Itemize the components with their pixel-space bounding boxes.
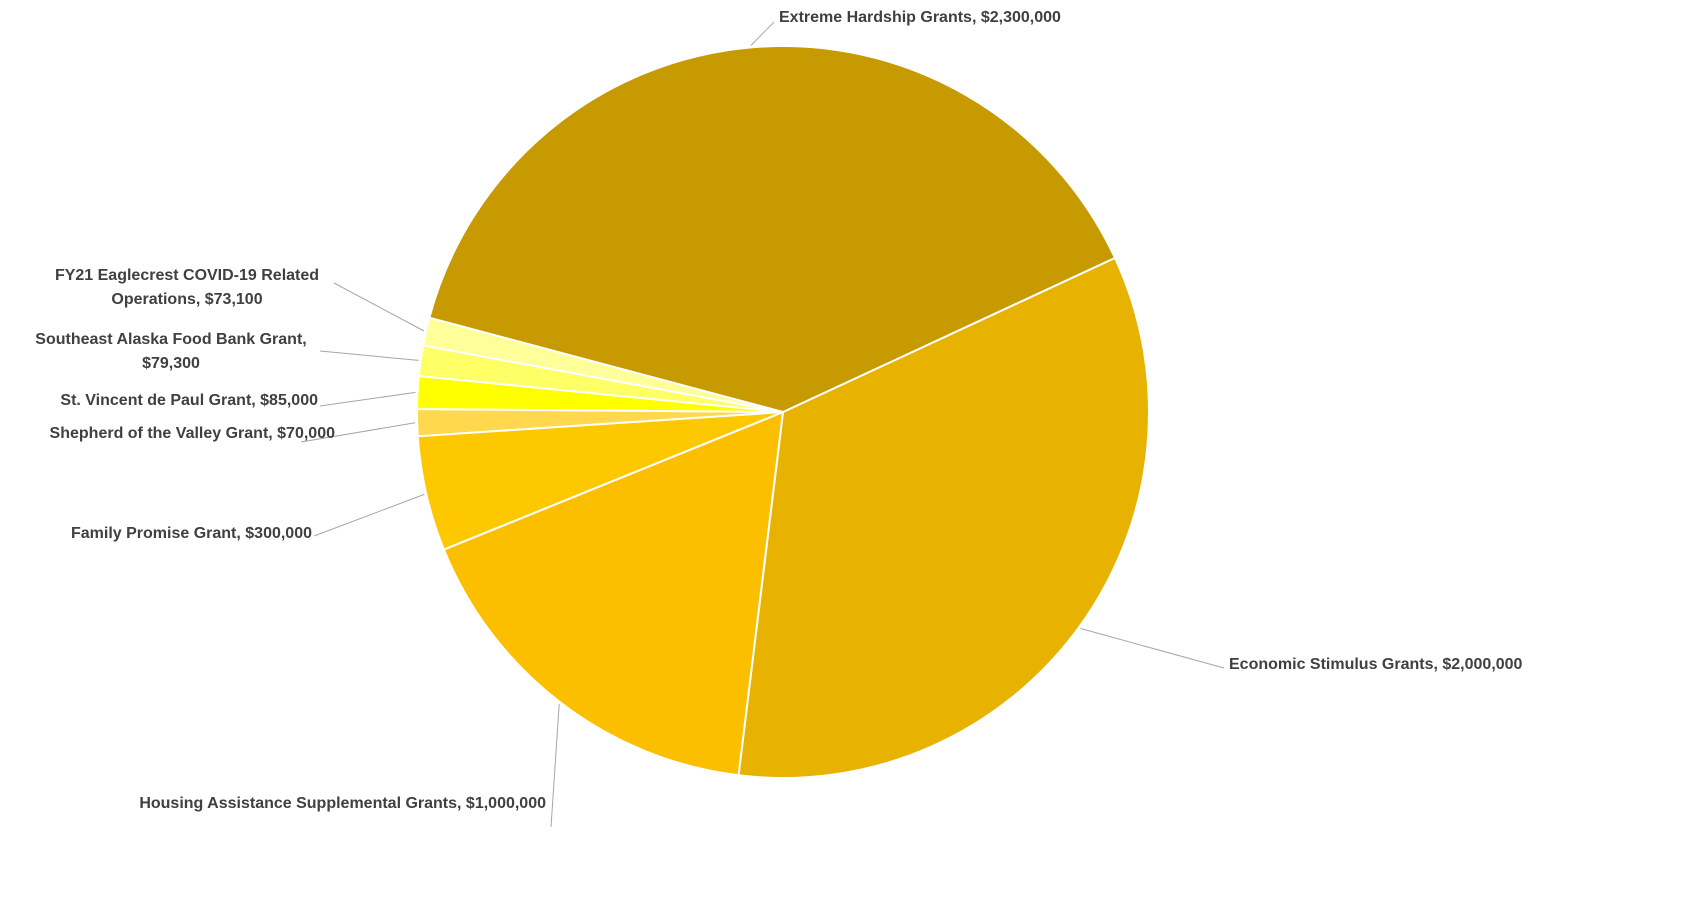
pie-slice-housing-assistance-supplemental-grants <box>442 410 785 777</box>
pie-slice-economic-stimulus-grants <box>737 256 1151 779</box>
slice-label-line: Southeast Alaska Food Bank Grant, <box>35 331 306 348</box>
slice-label-extreme-hardship-grants: Extreme Hardship Grants, $2,300,000 <box>779 9 1061 26</box>
slice-label-housing-assistance-supplemental-grants: Housing Assistance Supplemental Grants, … <box>139 795 546 812</box>
leader-line-shepherd-of-the-valley-grant <box>300 422 416 443</box>
leader-line-housing-assistance-supplemental-grants <box>550 704 560 828</box>
slice-label-economic-stimulus-grants: Economic Stimulus Grants, $2,000,000 <box>1229 656 1523 673</box>
leader-line-fy21-eaglecrest-covid-19-related-operations <box>333 282 425 332</box>
pie-slices <box>416 45 1151 779</box>
slice-label-shepherd-of-the-valley-grant: Shepherd of the Valley Grant, $70,000 <box>50 425 336 442</box>
leader-line-family-promise-grant <box>313 493 425 537</box>
slice-label-southeast-alaska-food-bank-grant: Southeast Alaska Food Bank Grant, $79,300 <box>35 331 306 372</box>
slice-label-line: Operations, $73,100 <box>111 291 262 308</box>
leader-line-southeast-alaska-food-bank-grant <box>319 350 419 361</box>
slice-label-line: $79,300 <box>142 355 200 372</box>
leader-lines <box>300 21 1225 828</box>
slice-label-family-promise-grant: Family Promise Grant, $300,000 <box>71 525 312 542</box>
slice-label-st-vincent-de-paul-grant: St. Vincent de Paul Grant, $85,000 <box>60 392 318 409</box>
pie-slice-extreme-hardship-grants <box>428 45 1117 414</box>
slice-labels: Economic Stimulus Grants, $2,000,000 Hous… <box>35 9 1522 812</box>
slice-label-fy21-eaglecrest-covid-19-related-operations: FY21 Eaglecrest COVID-19 Related Operatio… <box>55 267 319 308</box>
leader-line-st-vincent-de-paul-grant <box>319 391 416 407</box>
slice-label-line: FY21 Eaglecrest COVID-19 Related <box>55 267 319 284</box>
leader-line-economic-stimulus-grants <box>1080 628 1225 669</box>
leader-line-extreme-hardship-grants <box>750 21 775 46</box>
